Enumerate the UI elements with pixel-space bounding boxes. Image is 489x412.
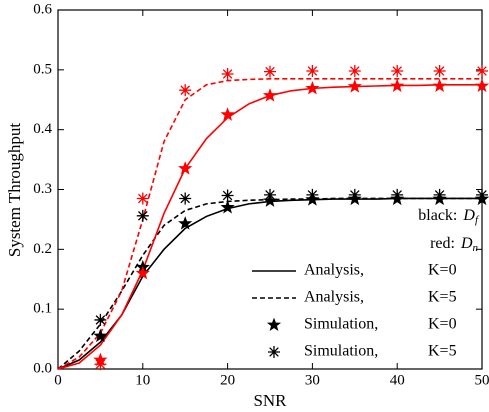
asterisk-marker — [179, 192, 192, 205]
asterisk-marker — [264, 188, 276, 201]
star-marker — [178, 161, 193, 175]
x-tick-label: 0 — [54, 372, 62, 388]
y-axis-title: System Throughput — [5, 123, 24, 258]
asterisk-marker — [306, 188, 319, 201]
asterisk-marker — [264, 65, 276, 78]
asterisk-marker — [391, 65, 404, 78]
y-tick-label: 0.3 — [33, 181, 52, 197]
legend-label: Analysis, — [304, 262, 364, 279]
color-key: black: Df — [418, 207, 480, 226]
star-marker — [220, 200, 235, 214]
color-key-label: red: — [430, 235, 455, 252]
x-tick-label: 10 — [135, 372, 150, 388]
color-key: red: Dn — [430, 235, 478, 254]
y-tick-label: 0.4 — [33, 121, 52, 137]
star-marker — [266, 317, 282, 332]
asterisk-marker — [221, 189, 234, 202]
color-key-symbol: D — [462, 207, 475, 224]
asterisk-marker — [94, 358, 107, 371]
legend-param: K=5 — [428, 343, 457, 360]
asterisk-marker — [433, 188, 446, 201]
star-marker — [262, 88, 278, 102]
asterisk-marker — [94, 313, 107, 326]
y-tick-label: 0.5 — [33, 61, 52, 77]
star-marker — [178, 216, 193, 230]
color-key-sub: n — [473, 242, 479, 254]
asterisk-marker — [179, 84, 192, 97]
star-marker — [220, 107, 235, 121]
legend-label: Analysis, — [304, 289, 364, 306]
legend-param: K=5 — [428, 289, 457, 306]
color-key-label: black: — [418, 207, 457, 224]
star-marker — [390, 78, 405, 92]
legend-param: K=0 — [428, 262, 457, 279]
legend-label: Simulation, — [304, 343, 378, 360]
y-tick-label: 0.2 — [33, 241, 52, 257]
star-marker — [474, 78, 489, 92]
color-key-symbol: D — [460, 235, 473, 252]
star-marker — [305, 80, 320, 95]
color-key-sub: f — [475, 214, 480, 226]
star-marker — [135, 265, 150, 280]
star-marker — [93, 328, 108, 343]
asterisk-marker — [476, 188, 488, 201]
curve — [57, 197, 482, 370]
y-tick-label: 0.0 — [33, 360, 52, 376]
asterisk-marker — [433, 65, 446, 78]
legend-label: Simulation, — [304, 316, 378, 333]
star-marker — [347, 79, 362, 93]
x-tick-label: 50 — [475, 372, 489, 388]
asterisk-marker — [268, 346, 280, 358]
asterisk-marker — [476, 65, 488, 78]
asterisk-marker — [348, 188, 361, 201]
asterisk-marker — [136, 192, 149, 205]
x-tick-label: 30 — [305, 372, 320, 388]
y-tick-label: 0.1 — [33, 301, 52, 317]
curve — [57, 197, 482, 370]
asterisk-marker — [348, 65, 361, 78]
legend-param: K=0 — [428, 316, 457, 333]
x-tick-label: 40 — [390, 372, 405, 388]
x-axis-title: SNR — [253, 391, 287, 410]
star-marker — [432, 78, 447, 92]
curve — [57, 83, 482, 370]
asterisk-marker — [221, 68, 234, 81]
x-tick-label: 20 — [220, 372, 235, 388]
asterisk-marker — [136, 209, 149, 222]
curve — [57, 78, 482, 370]
asterisk-marker — [391, 188, 404, 201]
y-tick-label: 0.6 — [33, 1, 52, 17]
asterisk-marker — [306, 65, 319, 78]
